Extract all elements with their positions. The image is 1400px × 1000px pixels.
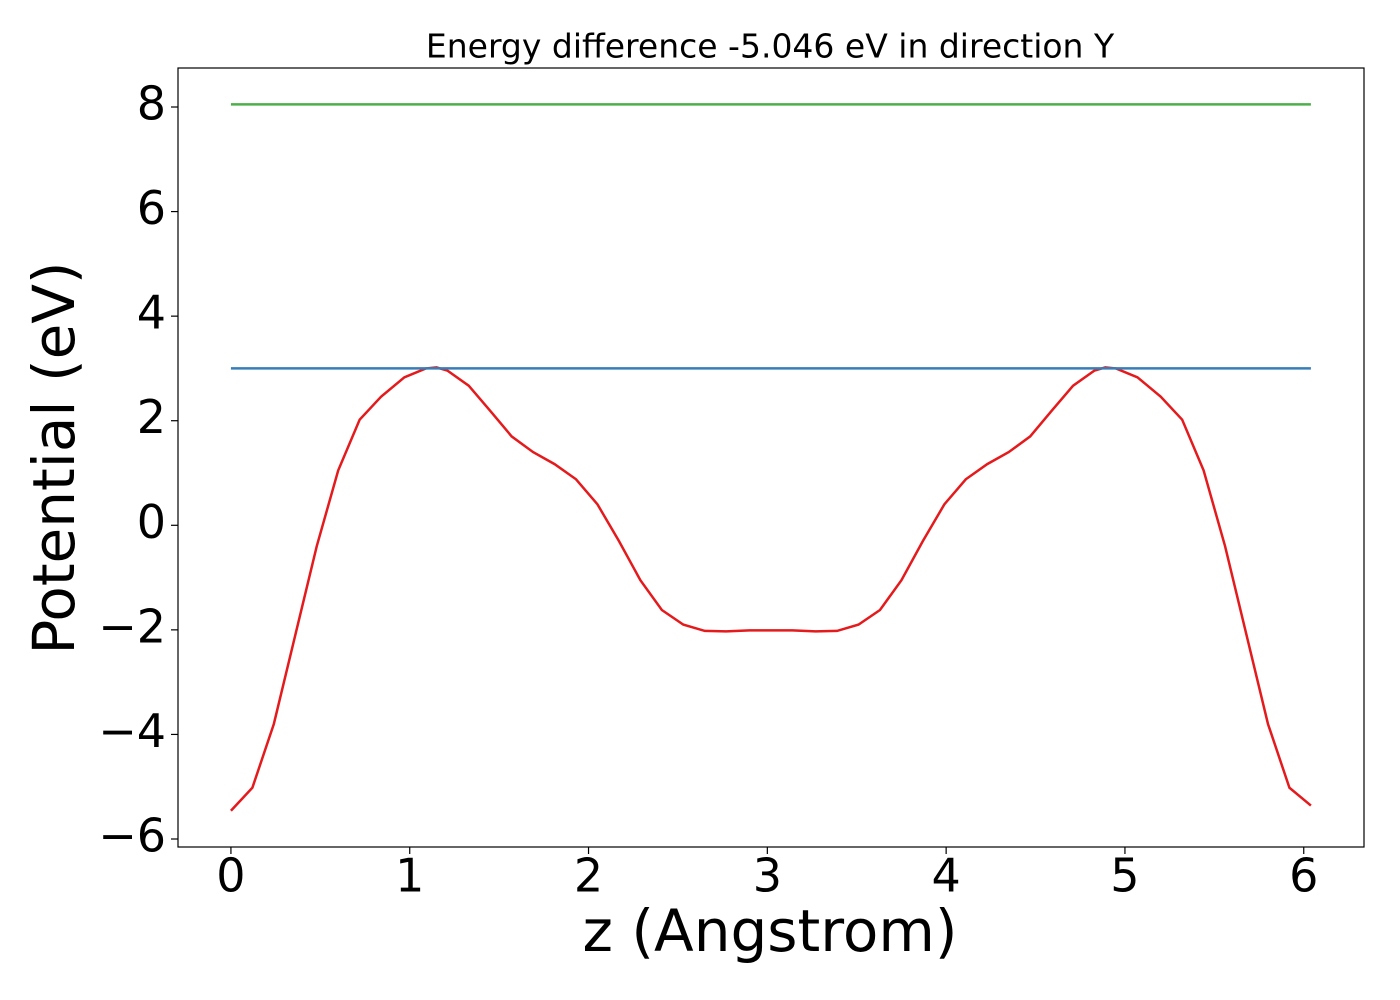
y-tick-label: 0 — [137, 495, 166, 549]
x-tick-label: 5 — [1110, 849, 1139, 903]
x-tick-label: 6 — [1289, 849, 1318, 903]
y-tick-label: −4 — [98, 704, 166, 758]
y-axis-label: Potential (eV) — [20, 261, 88, 654]
chart-title: Energy difference -5.046 eV in direction… — [426, 27, 1115, 66]
plot-frame — [177, 67, 1365, 848]
x-tick-label: 1 — [395, 849, 424, 903]
y-tick-label: 4 — [137, 286, 166, 340]
y-tick-label: −2 — [98, 599, 166, 653]
y-tick-label: 8 — [137, 77, 166, 131]
x-tick-label: 0 — [216, 849, 245, 903]
x-tick-label: 4 — [931, 849, 960, 903]
y-tick-label: 6 — [137, 181, 166, 235]
x-tick-label: 3 — [753, 849, 782, 903]
x-axis-label: z (Angstrom) — [583, 897, 958, 965]
y-tick-label: −6 — [98, 809, 166, 863]
x-tick-label: 2 — [574, 849, 603, 903]
y-tick-label: 2 — [137, 390, 166, 444]
line-series — [230, 366, 1312, 812]
